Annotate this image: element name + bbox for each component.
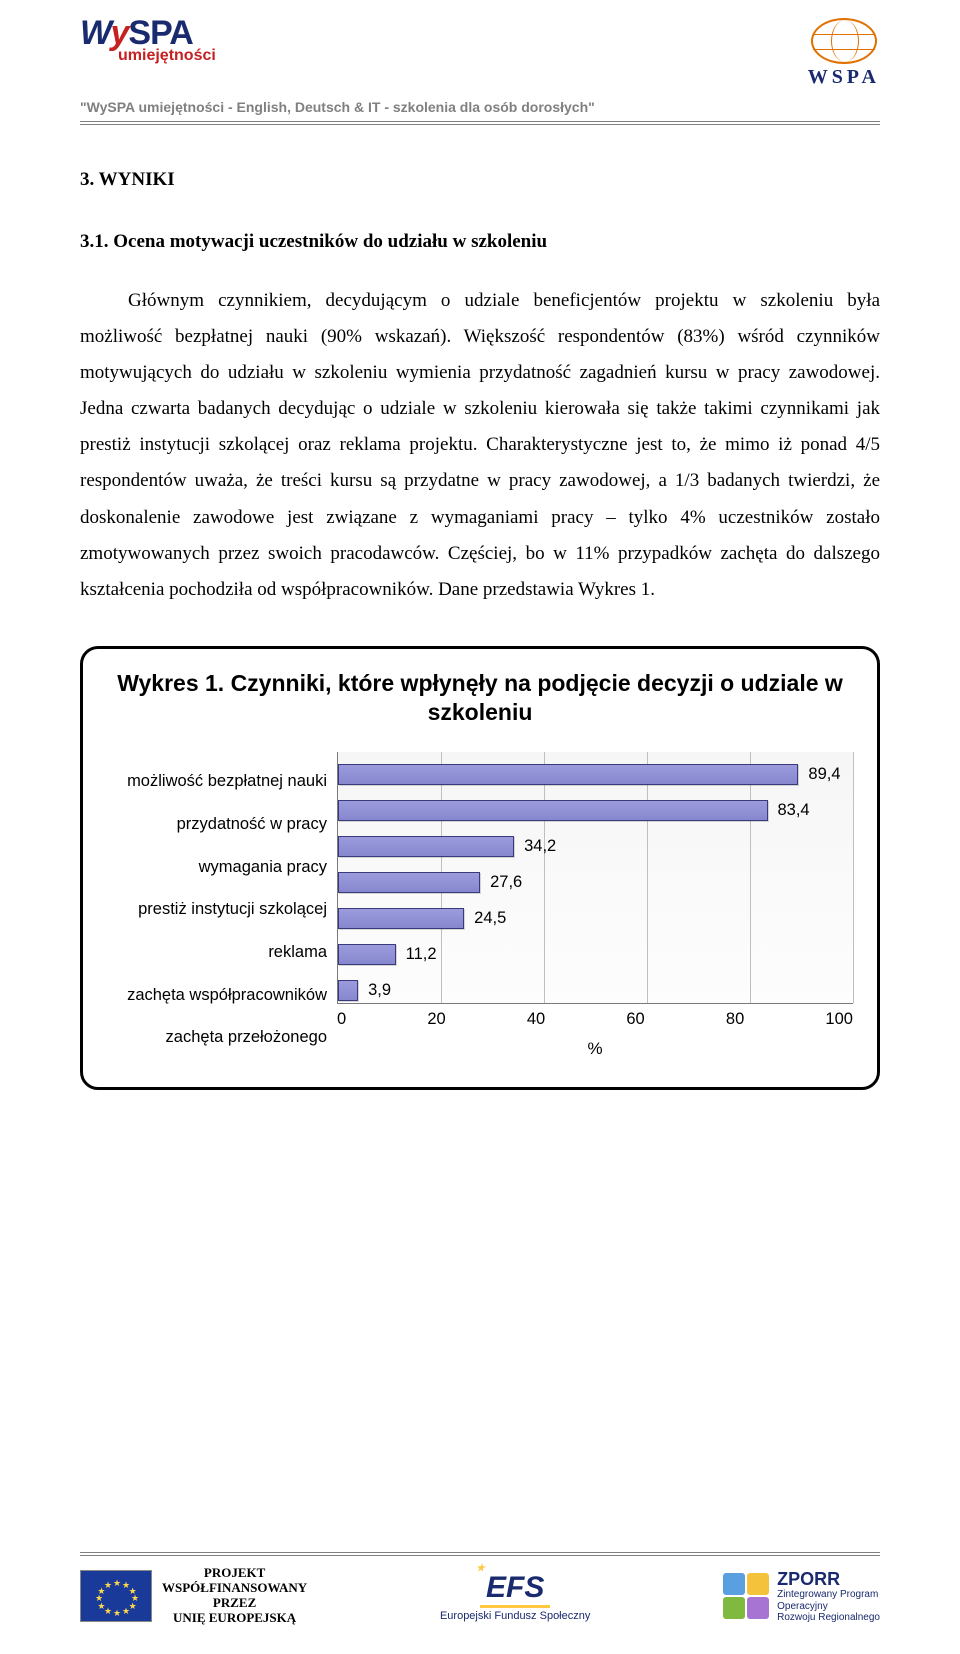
chart-bar-row: 11,2 [338,944,853,965]
puzzle-piece-icon [723,1597,745,1619]
chart-bar-value: 83,4 [778,801,810,820]
chart-bar [338,764,798,785]
chart-x-tick: 60 [626,1010,644,1029]
star-icon: ★ [104,1580,112,1591]
chart-bar-row: 3,9 [338,980,853,1001]
body-paragraph: Głównym czynnikiem, decydującym o udzial… [80,283,880,608]
footer-eu-text: PROJEKTWSPÓŁFINANSOWANYPRZEZUNIĘ EUROPEJ… [162,1566,307,1626]
chart-x-tick: 100 [825,1010,853,1029]
chart-category-label: prestiż instytucji szkolącej [111,900,327,919]
chart-x-tick: 20 [427,1010,445,1029]
chart-category-label: reklama [111,943,327,962]
chart-category-label: możliwość bezpłatnej nauki [111,772,327,791]
logo-wspa-label: WSPA [808,66,880,89]
chart-bar [338,980,358,1001]
chart-bar [338,908,464,929]
footer-divider [80,1552,880,1556]
chart-category-label: wymagania pracy [111,858,327,877]
footer-eu-block: ★★★★★★★★★★★★ PROJEKTWSPÓŁFINANSOWANYPRZE… [80,1566,307,1626]
chart-x-tick: 80 [726,1010,744,1029]
section-heading: 3. WYNIKI [80,169,880,191]
footer-efs-block: EFS Europejski Fundusz Społeczny [440,1571,590,1622]
eu-flag-icon: ★★★★★★★★★★★★ [80,1570,152,1622]
page-header: WySPA umiejętności WSPA [80,18,880,89]
chart-bar-value: 27,6 [490,873,522,892]
header-subtitle: "WySPA umiejętności - English, Deutsch &… [80,99,880,115]
chart-bar [338,800,768,821]
chart-category-label: zachęta przełożonego [111,1028,327,1047]
zporr-sub: Zintegrowany ProgramOperacyjnyRozwoju Re… [777,1589,880,1623]
efs-subtitle: Europejski Fundusz Społeczny [440,1610,590,1622]
footer-zporr-block: ZPORR Zintegrowany ProgramOperacyjnyRozw… [723,1569,880,1624]
zporr-text: ZPORR Zintegrowany ProgramOperacyjnyRozw… [777,1569,880,1624]
efs-logo: EFS [480,1571,550,1608]
chart-y-labels: możliwość bezpłatnej nauki przydatność w … [111,752,327,1059]
chart-bar-value: 11,2 [406,945,437,964]
chart-bar-row: 27,6 [338,872,853,893]
logo-wspa: WSPA [808,18,880,89]
chart-bar-row: 89,4 [338,764,853,785]
page-footer: ★★★★★★★★★★★★ PROJEKTWSPÓŁFINANSOWANYPRZE… [80,1552,880,1626]
zporr-icon [723,1573,769,1619]
star-icon: ★ [113,1578,121,1589]
chart-bar [338,836,514,857]
chart-bar-value: 89,4 [808,765,840,784]
globe-icon [811,18,877,64]
subsection-heading: 3.1. Ocena motywacji uczestników do udzi… [80,231,880,253]
chart-bar-row: 83,4 [338,800,853,821]
puzzle-piece-icon [747,1597,769,1619]
puzzle-piece-icon [747,1573,769,1595]
chart-bar [338,944,396,965]
chart-x-tick: 0 [337,1010,346,1029]
logo-wyspa-sub: umiejętności [118,47,250,65]
chart-category-label: przydatność w pracy [111,815,327,834]
logo-wyspa: WySPA umiejętności [80,18,250,78]
puzzle-piece-icon [723,1573,745,1595]
header-divider [80,121,880,125]
chart-gridline [853,752,854,1003]
chart-title: Wykres 1. Czynniki, które wpłynęły na po… [107,669,853,727]
chart-bar-value: 34,2 [524,837,556,856]
chart-x-ticks: 0 20 40 60 80 100 [337,1010,853,1029]
chart-plot-area: 89,4 83,4 34,227,6 24,5 11,2 3,9 [337,752,853,1004]
chart-x-tick: 40 [527,1010,545,1029]
chart-bar-row: 24,5 [338,908,853,929]
chart-x-label: % [337,1039,853,1059]
chart-bar-value: 24,5 [474,909,506,928]
chart-bar-row: 34,2 [338,836,853,857]
chart-plot: 89,4 83,4 34,227,6 24,5 11,2 3,9 0 20 40 60 80 100… [337,752,853,1059]
chart-card: Wykres 1. Czynniki, które wpłynęły na po… [80,646,880,1091]
star-icon: ★ [122,1606,130,1617]
chart-bar [338,872,480,893]
star-icon: ★ [113,1608,121,1619]
zporr-title: ZPORR [777,1569,880,1590]
chart-bar-value: 3,9 [368,981,391,1000]
chart-category-label: zachęta współpracowników [111,986,327,1005]
